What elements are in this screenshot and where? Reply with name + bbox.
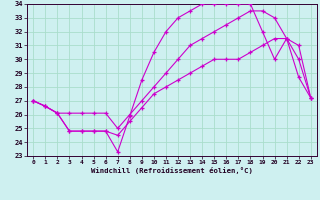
X-axis label: Windchill (Refroidissement éolien,°C): Windchill (Refroidissement éolien,°C) <box>91 167 253 174</box>
